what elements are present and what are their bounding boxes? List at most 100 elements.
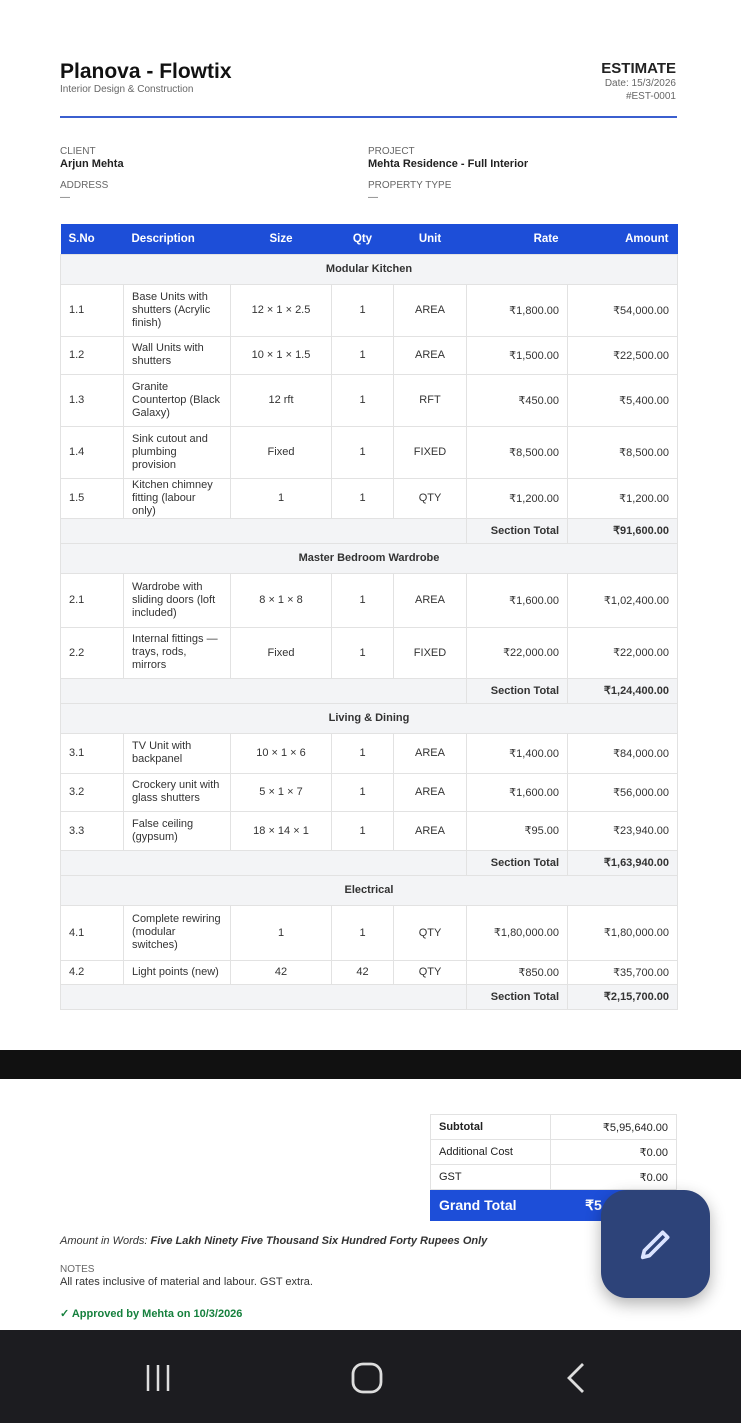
cell-description: Wall Units with shutters	[123, 335, 231, 375]
amount-in-words-value: Five Lakh Ninety Five Thousand Six Hundr…	[150, 1235, 488, 1247]
gst-row: GST ₹0.00	[430, 1164, 678, 1190]
table-row: 1.1 Base Units with shutters (Acrylic fin…	[60, 283, 678, 337]
cell-sno: 3.3	[60, 810, 124, 851]
table-row: 1.4 Sink cutout and plumbing provision Fix…	[60, 425, 678, 479]
cell-amount: ₹22,500.00	[567, 335, 678, 375]
cell-sno: 3.2	[60, 772, 124, 812]
cell-rate: ₹22,000.00	[466, 626, 568, 679]
cell-qty: 1	[331, 626, 394, 679]
cell-rate: ₹1,800.00	[466, 283, 568, 337]
amount-in-words-label: Amount in Words:	[60, 1235, 148, 1247]
column-header-unit: Unit	[393, 224, 467, 254]
section-total-value: ₹1,63,940.00	[567, 849, 678, 876]
cell-rate: ₹1,600.00	[466, 572, 568, 628]
client-name: Arjun Mehta	[60, 158, 124, 170]
subtotal-value: ₹5,95,640.00	[549, 1114, 678, 1140]
back-button[interactable]	[546, 1348, 606, 1408]
cell-amount: ₹8,500.00	[567, 425, 678, 479]
cell-unit: FIXED	[393, 626, 467, 679]
cell-sno: 3.1	[60, 732, 124, 774]
section-total-label: Section Total	[466, 983, 568, 1010]
estimate-date: Date: 15/3/2026	[604, 78, 676, 89]
system-navigation-bar	[0, 1330, 741, 1423]
home-button[interactable]	[337, 1348, 397, 1408]
line-items-table: S.No Description Size Qty Unit Rate Amount Mod…	[60, 224, 678, 1010]
page-break-band	[0, 1050, 741, 1079]
cell-qty: 1	[331, 425, 394, 479]
cell-size: 12 × 1 × 2.5	[230, 283, 332, 337]
cell-amount: ₹1,80,000.00	[567, 904, 678, 961]
cell-size: 10 × 1 × 1.5	[230, 335, 332, 375]
cell-description: Base Units with shutters (Acrylic finish…	[123, 283, 231, 337]
cell-size: Fixed	[230, 626, 332, 679]
table-row: 2.1 Wardrobe with sliding doors (loft inc…	[60, 572, 678, 628]
cell-amount: ₹23,940.00	[567, 810, 678, 851]
section-total-label: Section Total	[466, 517, 568, 544]
cell-unit: AREA	[393, 283, 467, 337]
cell-description: TV Unit with backpanel	[123, 732, 231, 774]
column-header-qty: Qty	[331, 224, 394, 254]
cell-amount: ₹1,02,400.00	[567, 572, 678, 628]
cell-description: False ceiling (gypsum)	[123, 810, 231, 851]
additional-cost-row: Additional Cost ₹0.00	[430, 1139, 678, 1165]
section-name: Modular Kitchen	[60, 253, 678, 285]
recent-apps-button[interactable]	[128, 1348, 188, 1408]
cell-sno: 1.5	[60, 477, 124, 519]
cell-qty: 1	[331, 572, 394, 628]
section-total-row: Section Total ₹1,24,400.00	[60, 677, 678, 704]
cell-description: Kitchen chimney fitting (labour only)	[123, 477, 231, 519]
company-name: Planova - Flowtix	[60, 60, 232, 83]
cell-unit: AREA	[393, 810, 467, 851]
table-row: 3.1 TV Unit with backpanel 10 × 1 × 6 1 AREA…	[60, 732, 678, 774]
cell-sno: 4.1	[60, 904, 124, 961]
section-total-value: ₹1,24,400.00	[567, 677, 678, 704]
section-header: Modular Kitchen	[60, 253, 678, 285]
section-total-row: Section Total ₹1,63,940.00	[60, 849, 678, 876]
property-type-value: —	[368, 192, 378, 203]
cell-description: Sink cutout and plumbing provision	[123, 425, 231, 479]
table-header: S.No Description Size Qty Unit Rate Amount	[60, 224, 678, 254]
table-row: 2.2 Internal fittings — trays, rods, mirr…	[60, 626, 678, 679]
section-total-label: Section Total	[466, 849, 568, 876]
project-name: Mehta Residence - Full Interior	[368, 158, 529, 170]
cell-sno: 2.2	[60, 626, 124, 679]
cell-unit: AREA	[393, 572, 467, 628]
cell-amount: ₹56,000.00	[567, 772, 678, 812]
cell-size: 1	[230, 904, 332, 961]
back-icon	[567, 1363, 584, 1393]
table-row: 1.3 Granite Countertop (Black Galaxy) 12 r…	[60, 373, 678, 427]
cell-amount: ₹5,400.00	[567, 373, 678, 427]
table-row: 4.1 Complete rewiring (modular switches) 1…	[60, 904, 678, 961]
cell-unit: QTY	[393, 959, 467, 985]
subtotal-row: Subtotal ₹5,95,640.00	[430, 1114, 678, 1140]
cell-sno: 4.2	[60, 959, 124, 985]
cell-description: Crockery unit with glass shutters	[123, 772, 231, 812]
edit-button[interactable]	[601, 1190, 710, 1298]
column-header-size: Size	[230, 224, 332, 254]
cell-amount: ₹1,200.00	[567, 477, 678, 519]
notes-text: All rates inclusive of material and labo…	[60, 1276, 313, 1288]
cell-qty: 42	[331, 959, 394, 985]
cell-unit: AREA	[393, 732, 467, 774]
gst-value: ₹0.00	[549, 1164, 678, 1190]
cell-amount: ₹22,000.00	[567, 626, 678, 679]
cell-unit: RFT	[393, 373, 467, 427]
cell-qty: 1	[331, 772, 394, 812]
company-tagline: Interior Design & Construction	[60, 84, 194, 95]
table-row: 4.2 Light points (new) 42 42 QTY ₹850.00 ₹35,7…	[60, 959, 678, 985]
cell-rate: ₹1,500.00	[466, 335, 568, 375]
cell-size: 18 × 14 × 1	[230, 810, 332, 851]
amount-in-words: Amount in Words: Five Lakh Ninety Five T…	[60, 1235, 487, 1247]
section-name: Living & Dining	[60, 702, 678, 734]
gst-label: GST	[430, 1164, 551, 1190]
column-header-description: Description	[123, 224, 231, 254]
cell-description: Light points (new)	[123, 959, 231, 985]
column-header-rate: Rate	[466, 224, 568, 254]
table-row: 3.2 Crockery unit with glass shutters 5 × …	[60, 772, 678, 812]
cell-amount: ₹35,700.00	[567, 959, 678, 985]
additional-cost-label: Additional Cost	[430, 1139, 551, 1165]
pencil-icon	[640, 1230, 669, 1260]
section-header: Master Bedroom Wardrobe	[60, 542, 678, 574]
property-type-label: PROPERTY TYPE	[368, 180, 452, 191]
section-header: Living & Dining	[60, 702, 678, 734]
